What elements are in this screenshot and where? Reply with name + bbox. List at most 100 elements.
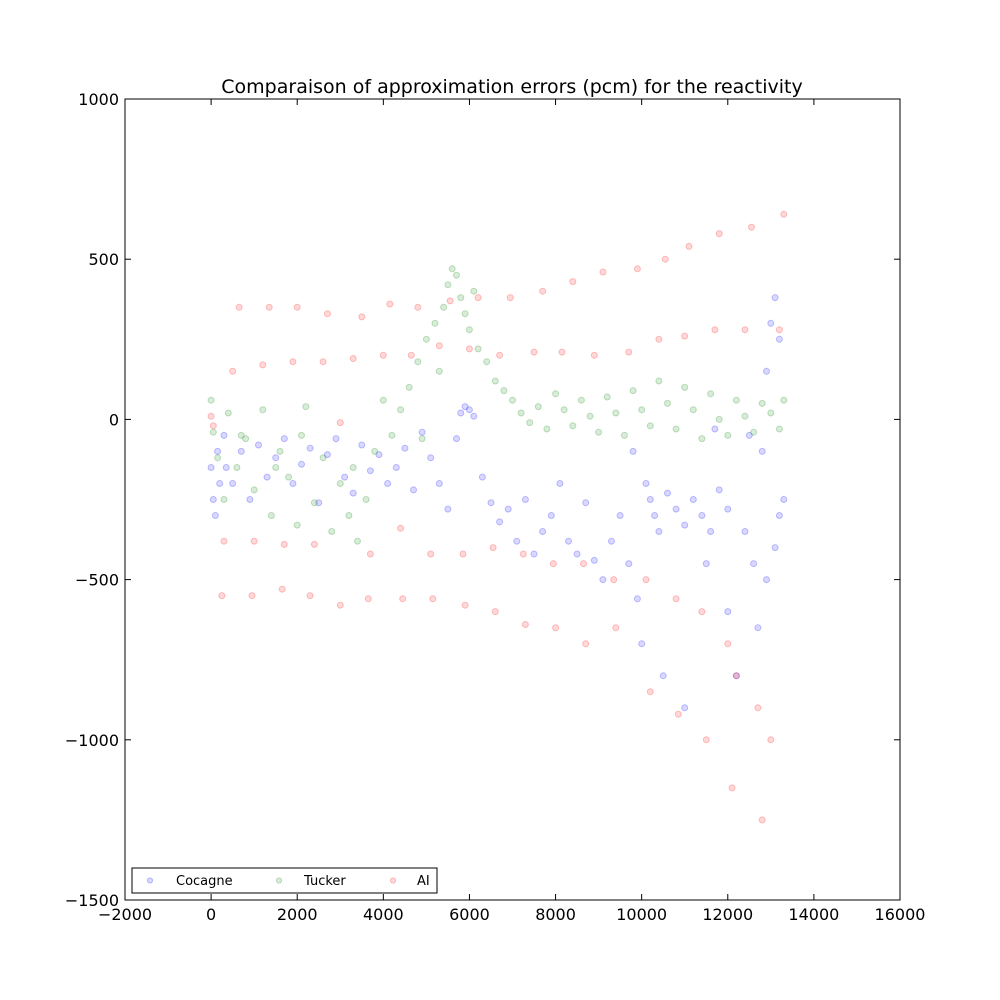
data-point (750, 428, 758, 436)
x-tick-label: 2000 (277, 905, 318, 924)
y-tick-label: 1000 (78, 90, 119, 109)
data-point (681, 332, 689, 340)
data-point (724, 505, 732, 513)
data-point (715, 230, 723, 238)
data-point (418, 435, 426, 443)
data-point (672, 595, 680, 603)
legend-label-ai: AI (417, 874, 430, 889)
data-point (470, 287, 478, 295)
x-tick-label: 10000 (616, 905, 667, 924)
data-point (633, 265, 641, 273)
data-point (672, 425, 680, 433)
data-point (431, 319, 439, 327)
data-point (521, 496, 529, 503)
data-point (265, 303, 273, 311)
data-point (407, 351, 415, 359)
data-point (489, 544, 497, 552)
data-point (414, 303, 422, 311)
data-point (758, 447, 766, 455)
legend-box (131, 867, 438, 894)
data-point (379, 351, 387, 359)
data-point (689, 496, 697, 503)
data-point (711, 326, 719, 334)
data-point (414, 358, 422, 366)
data-point (698, 608, 706, 616)
data-point (659, 672, 667, 680)
x-tick-label: 0 (206, 905, 216, 924)
data-point (224, 409, 232, 417)
data-point (358, 441, 366, 449)
ticks-layer: −2000 0 2000 4000 6000 8000 10000 12000 14000 160… (65, 90, 926, 924)
data-point (220, 431, 228, 439)
data-point (702, 736, 710, 744)
data-point (405, 383, 413, 391)
data-point (209, 428, 217, 436)
legend-marker-ai (389, 877, 397, 884)
data-point (474, 345, 482, 353)
data-point (530, 348, 538, 356)
data-point (386, 300, 394, 308)
data-point (715, 486, 723, 494)
data-point (362, 496, 370, 503)
data-point (465, 345, 473, 353)
data-point (569, 278, 577, 286)
legend: Cocagne Tucker AI (131, 867, 438, 894)
data-point (461, 310, 469, 318)
data-point (517, 409, 525, 417)
data-point (242, 435, 250, 443)
data-point (732, 672, 740, 680)
data-point (229, 480, 237, 487)
data-point (491, 608, 499, 616)
data-point (444, 505, 452, 513)
x-tick-label: 4000 (363, 905, 404, 924)
data-point (259, 361, 267, 369)
data-point (780, 496, 788, 503)
data-point (336, 480, 344, 487)
data-point (263, 473, 271, 481)
data-point (767, 736, 775, 744)
data-point (410, 486, 417, 494)
data-point (298, 431, 305, 439)
data-point (775, 335, 783, 343)
legend-marker-tucker (275, 877, 283, 884)
data-point (371, 447, 379, 455)
data-point (661, 255, 669, 263)
data-point (250, 486, 258, 494)
data-point (465, 406, 473, 414)
data-point (577, 396, 585, 404)
data-point (758, 816, 766, 824)
data-point (379, 396, 387, 404)
data-point (397, 406, 405, 414)
data-point (354, 537, 361, 545)
data-point (207, 412, 215, 420)
data-point (715, 415, 723, 423)
data-point (267, 512, 275, 519)
y-tick-label: −1500 (65, 891, 119, 910)
data-point (349, 489, 357, 497)
points-layer (207, 210, 788, 824)
data-point (237, 447, 245, 455)
data-point (767, 319, 775, 327)
data-point (775, 512, 783, 519)
data-point (392, 464, 400, 471)
plot-frame (124, 98, 901, 901)
data-point (702, 560, 710, 568)
data-point (496, 351, 504, 359)
data-point (539, 528, 547, 535)
data-point (732, 672, 740, 680)
x-tick-label: 14000 (788, 905, 839, 924)
data-point (685, 242, 693, 250)
data-point (418, 428, 426, 436)
data-point (229, 367, 237, 375)
data-point (603, 393, 611, 401)
data-point (689, 406, 697, 414)
data-point (590, 556, 598, 564)
data-point (625, 348, 633, 356)
data-point (732, 396, 740, 404)
data-point (560, 406, 568, 414)
data-point (336, 419, 344, 427)
data-point (341, 473, 349, 481)
data-point (711, 425, 719, 433)
data-point (582, 499, 590, 507)
